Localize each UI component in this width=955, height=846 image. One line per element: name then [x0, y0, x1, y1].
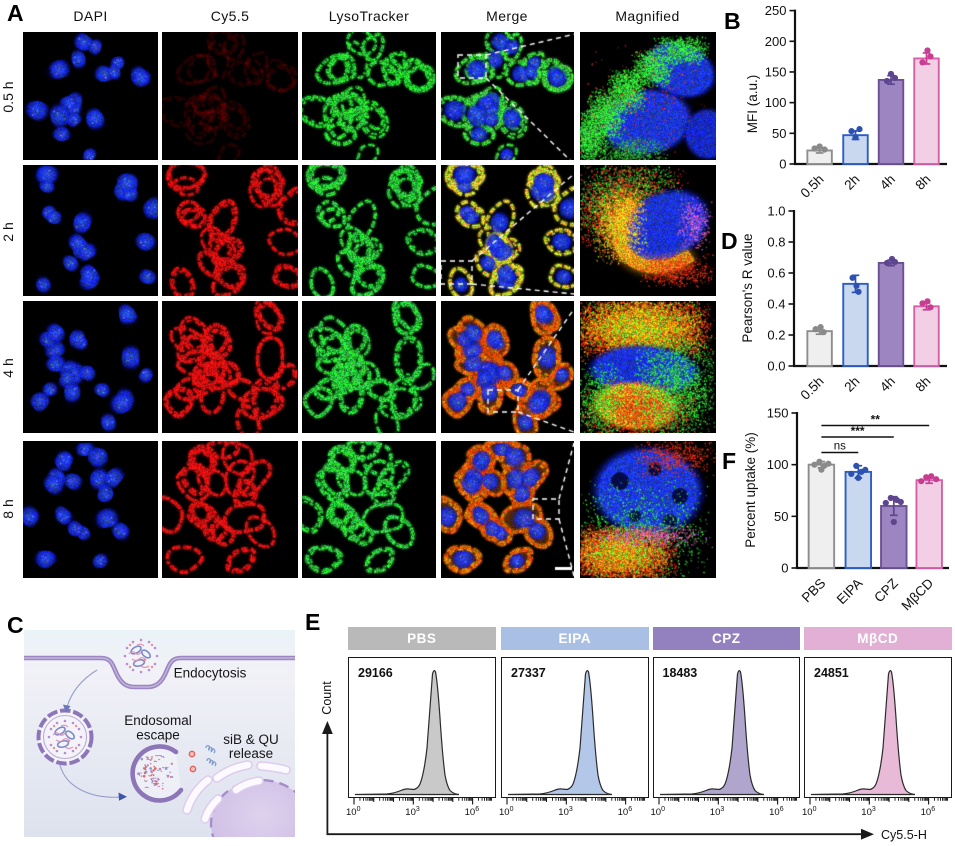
svg-text:150: 150	[767, 406, 789, 421]
svg-text:8h: 8h	[912, 374, 933, 395]
svg-text:Cy5.5-H: Cy5.5-H	[881, 828, 927, 842]
svg-text:2h: 2h	[841, 374, 862, 395]
svg-text:1.0: 1.0	[767, 204, 785, 219]
svg-text:EIPA: EIPA	[834, 576, 866, 608]
svg-text:50: 50	[772, 126, 786, 141]
svg-text:0.5h: 0.5h	[798, 374, 827, 403]
svg-text:release: release	[229, 746, 273, 761]
svg-text:Percent uptake (%): Percent uptake (%)	[743, 432, 758, 548]
svg-text:***: ***	[851, 424, 865, 438]
svg-text:2h: 2h	[841, 172, 862, 193]
svg-text:8h: 8h	[912, 172, 933, 193]
svg-text:0: 0	[781, 561, 788, 576]
svg-text:4h: 4h	[877, 374, 898, 395]
svg-text:siB & QU: siB & QU	[223, 732, 279, 747]
svg-text:Endocytosis: Endocytosis	[174, 666, 247, 681]
svg-text:200: 200	[765, 34, 787, 49]
svg-text:MFI (a.u.): MFI (a.u.)	[745, 75, 760, 134]
svg-text:250: 250	[765, 3, 787, 18]
svg-text:ns: ns	[834, 441, 846, 453]
svg-text:escape: escape	[136, 728, 180, 743]
svg-text:150: 150	[765, 64, 787, 79]
svg-text:0.5h: 0.5h	[798, 172, 827, 201]
svg-text:0.6: 0.6	[767, 266, 785, 281]
svg-text:4h: 4h	[877, 172, 898, 193]
svg-text:0.2: 0.2	[767, 328, 785, 343]
svg-text:MβCD: MβCD	[898, 575, 936, 613]
svg-text:100: 100	[765, 95, 787, 110]
svg-text:PBS: PBS	[799, 576, 829, 606]
svg-text:Count: Count	[320, 681, 334, 715]
svg-text:Endosomal: Endosomal	[124, 713, 192, 728]
svg-text:100: 100	[767, 457, 789, 472]
svg-text:0.0: 0.0	[767, 359, 785, 374]
svg-text:0: 0	[779, 157, 786, 172]
svg-text:Pearson's R value: Pearson's R value	[740, 233, 755, 342]
svg-text:CPZ: CPZ	[871, 576, 901, 606]
svg-text:**: **	[871, 413, 881, 427]
svg-text:0.8: 0.8	[767, 235, 785, 250]
svg-text:50: 50	[774, 509, 788, 524]
svg-text:0.4: 0.4	[767, 297, 785, 312]
